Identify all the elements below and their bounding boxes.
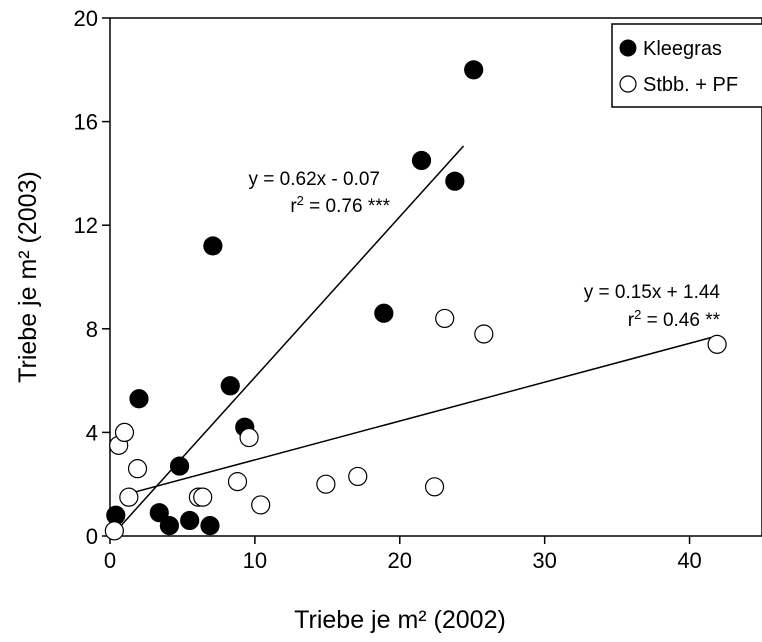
r2-kleegras: r2 = 0.76 *** — [290, 193, 390, 217]
x-tick-label: 20 — [388, 548, 412, 573]
r2-stbb: r2 = 0.46 ** — [628, 307, 721, 331]
legend-label-stbb: Stbb. + PF — [643, 74, 738, 96]
data-point-stbb — [707, 334, 727, 354]
axis-ticks: 0 10 20 30 40 0 4 8 12 16 20 — [74, 6, 702, 573]
data-point-stbb — [127, 459, 148, 479]
data-point-stbb — [316, 474, 336, 494]
legend-marker-stbb — [619, 75, 637, 93]
data-point-stbb — [251, 495, 271, 515]
y-tick-label: 12 — [74, 213, 98, 238]
data-point-stbb — [104, 521, 124, 541]
data-point-stbb — [119, 487, 139, 507]
plot-border — [109, 17, 762, 537]
data-point-stbb — [435, 308, 455, 329]
x-tick-label: 0 — [104, 548, 116, 573]
regression-label-kleegras: y = 0.62x - 0.07 r2 = 0.76 *** — [249, 169, 391, 217]
plot-frame — [109, 17, 762, 537]
data-point-kleegras — [464, 60, 484, 80]
data-point-kleegras — [129, 389, 149, 409]
y-tick-label: 20 — [74, 6, 98, 31]
data-point-kleegras — [203, 236, 223, 256]
y-axis-label: Triebe je m² (2003) — [14, 171, 42, 383]
data-points — [104, 60, 727, 541]
data-point-stbb — [348, 466, 368, 487]
data-point-stbb — [114, 422, 135, 442]
data-point-kleegras — [374, 303, 394, 323]
regression-label-stbb: y = 0.15x + 1.44 r2 = 0.46 ** — [584, 282, 721, 331]
data-point-kleegras — [159, 516, 180, 536]
data-point-stbb — [239, 427, 259, 448]
data-point-kleegras — [149, 503, 169, 523]
legend-label-kleegras: Kleegras — [643, 38, 722, 60]
legend-box — [611, 23, 762, 108]
data-point-kleegras — [169, 456, 190, 476]
data-point-kleegras — [180, 510, 200, 531]
data-point-kleegras — [411, 150, 432, 171]
x-tick-label: 10 — [243, 548, 267, 573]
data-point-kleegras — [200, 516, 220, 536]
equation-stbb: y = 0.15x + 1.44 — [584, 282, 721, 303]
data-point-stbb — [424, 477, 445, 497]
y-tick-label: 8 — [86, 317, 98, 342]
data-point-stbb — [474, 324, 494, 344]
data-point-stbb — [227, 472, 248, 492]
fit-lines — [115, 145, 712, 532]
x-tick-label: 30 — [532, 548, 556, 573]
y-tick-label: 0 — [86, 524, 98, 549]
fit-line-stbb — [124, 336, 712, 496]
data-point-kleegras — [445, 171, 465, 191]
legend: Kleegras Stbb. + PF — [611, 23, 762, 108]
x-tick-label: 40 — [677, 548, 701, 573]
data-point-kleegras — [220, 376, 240, 396]
y-tick-label: 16 — [74, 110, 98, 135]
x-axis-label: Triebe je m² (2002) — [294, 606, 506, 634]
y-tick-label: 4 — [86, 420, 98, 445]
data-point-stbb — [193, 487, 213, 507]
equation-kleegras: y = 0.62x - 0.07 — [249, 169, 381, 190]
legend-marker-kleegras — [619, 39, 637, 57]
